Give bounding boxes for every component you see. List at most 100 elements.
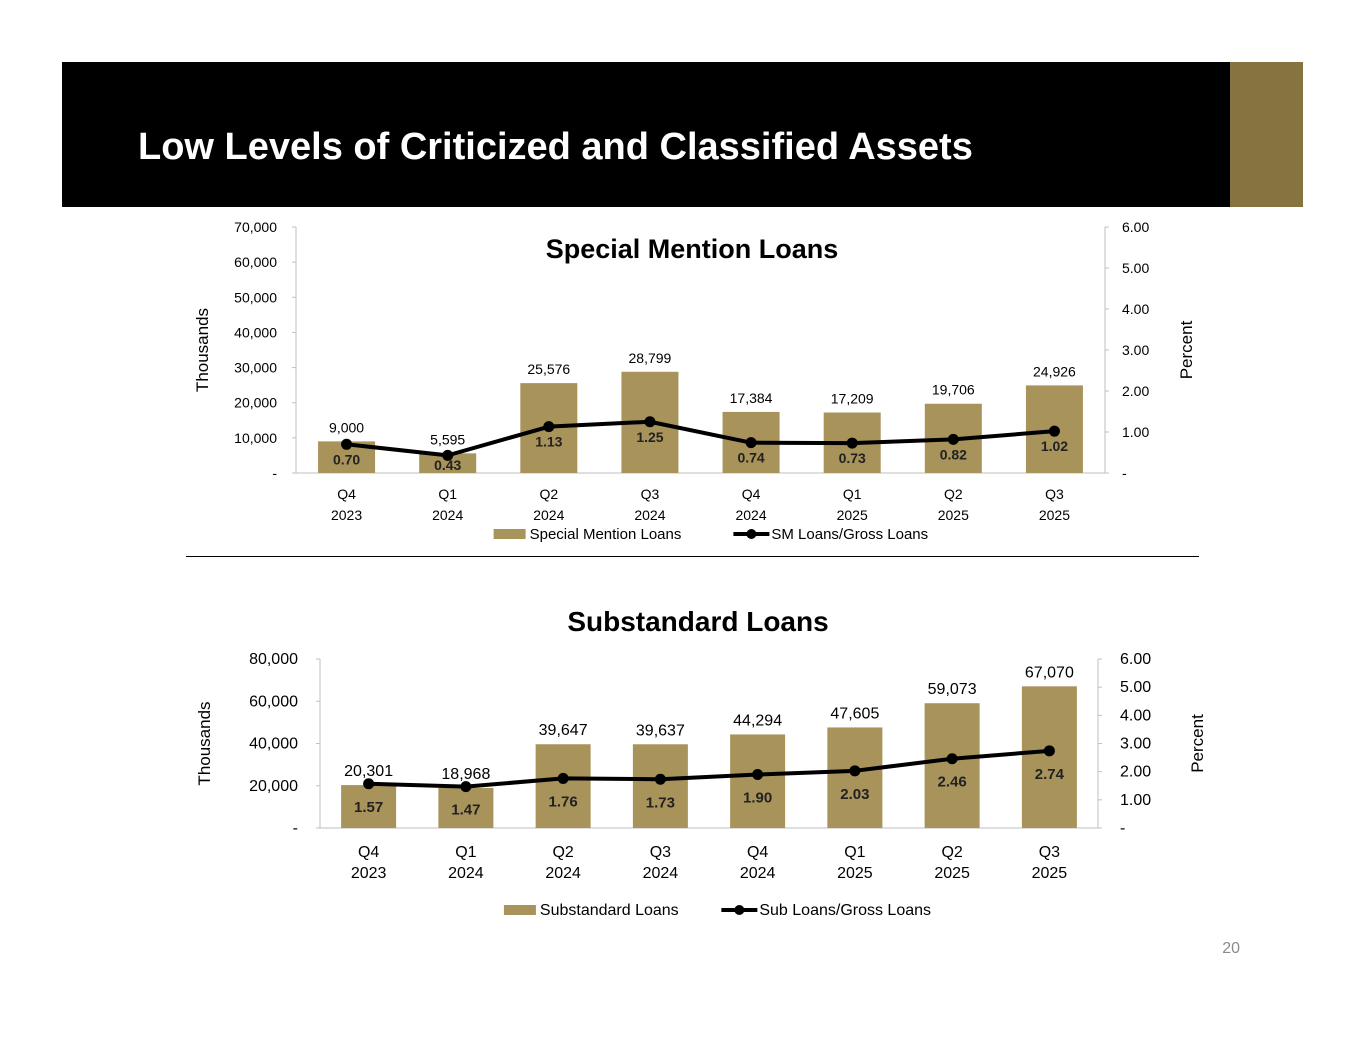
substandard-chart: Substandard Loans - 20,000 40,000 60,000 80,0… [195, 606, 1207, 919]
line-point [745, 437, 757, 449]
legend-bar-label: Substandard Loans [540, 902, 679, 919]
page-number: 20 [1222, 940, 1240, 957]
x-tick-label-quarter: Q2 [941, 844, 962, 861]
x-tick-label-quarter: Q4 [358, 844, 379, 861]
x-tick-label-year: 2024 [448, 865, 484, 882]
bar-value-label: 19,706 [932, 382, 975, 398]
line-point [846, 437, 858, 449]
y-left-tick-label: 40,000 [249, 736, 298, 753]
y-left-tick-label: 30,000 [234, 360, 277, 376]
x-tick-label-quarter: Q4 [742, 486, 761, 502]
y-right-tick-label: 2.00 [1120, 764, 1151, 781]
line-point [947, 433, 959, 445]
x-tick-label-quarter: Q2 [944, 486, 963, 502]
line-value-label: 1.02 [1041, 438, 1068, 454]
x-tick-label-quarter: Q3 [1039, 844, 1060, 861]
line-value-label: 1.76 [549, 793, 578, 810]
title-banner [62, 62, 1230, 207]
chart-divider [186, 556, 1199, 557]
bar-value-label: 39,637 [636, 722, 685, 739]
x-tick-label-year: 2024 [533, 507, 564, 523]
line-point [341, 438, 353, 450]
slide-title: Low Levels of Criticized and Classified … [138, 126, 973, 168]
line-value-label: 0.74 [737, 450, 764, 466]
x-tick-label-year: 2025 [837, 507, 868, 523]
bar-value-label: 24,926 [1033, 363, 1076, 379]
line-point [1048, 425, 1060, 437]
bar [535, 744, 591, 828]
line-value-label: 0.43 [434, 457, 461, 473]
line-value-label: 1.47 [451, 802, 480, 819]
x-tick-label-year: 2023 [331, 507, 362, 523]
y-right-tick-label: 4.00 [1120, 707, 1151, 724]
bar-value-label: 39,647 [539, 722, 588, 739]
x-tick-label-year: 2024 [643, 865, 679, 882]
line-point [363, 778, 375, 790]
x-tick-label-year: 2025 [1039, 507, 1070, 523]
bar [419, 453, 477, 473]
bar-value-label: 25,576 [527, 361, 570, 377]
y-left-tick-label: 20,000 [249, 778, 298, 795]
legend-bar-swatch [503, 905, 536, 915]
x-tick-label-quarter: Q1 [843, 486, 862, 502]
x-tick-label-year: 2025 [938, 507, 969, 523]
y-left-tick-label: - [272, 465, 277, 481]
line-value-label: 0.82 [940, 446, 967, 462]
line-value-label: 1.25 [636, 429, 663, 445]
x-tick-label-quarter: Q3 [1045, 486, 1064, 502]
y-left-tick-label: 20,000 [234, 395, 277, 411]
chart-title: Special Mention Loans [546, 234, 839, 264]
bar [632, 744, 688, 828]
line-value-label: 2.03 [840, 786, 869, 803]
y-right-tick-label: 5.00 [1122, 260, 1149, 276]
y-left-tick-label: 60,000 [234, 254, 277, 270]
y-right-tick-label: - [1122, 465, 1127, 481]
bar [1021, 686, 1077, 828]
line-value-label: 2.74 [1035, 766, 1065, 783]
bar [438, 787, 494, 828]
special-mention-chart: Special Mention Loans - 10,000 20,000 30,000… [193, 219, 1196, 543]
line-point [460, 781, 472, 793]
bar [827, 727, 883, 828]
y-right-tick-label: 1.00 [1122, 424, 1149, 440]
y-left-tick-label: 80,000 [249, 651, 298, 668]
x-tick-label-quarter: Q1 [844, 844, 865, 861]
line-point [654, 773, 666, 785]
x-tick-label-year: 2025 [1032, 865, 1068, 882]
line-value-label: 0.73 [839, 450, 866, 466]
ratio-line [346, 419, 1055, 458]
legend-line-label: SM Loans/Gross Loans [771, 526, 928, 543]
x-tick-label-quarter: Q3 [641, 486, 660, 502]
line-point [557, 772, 569, 784]
line-value-label: 1.13 [535, 434, 562, 450]
x-tick-label-quarter: Q4 [337, 486, 356, 502]
y-right-tick-label: 5.00 [1120, 679, 1151, 696]
line-point [849, 765, 861, 777]
y-right-tick-label: 6.00 [1122, 219, 1149, 235]
bar-value-label: 20,301 [344, 763, 393, 780]
line-point [752, 768, 764, 780]
x-tick-label-year: 2025 [837, 865, 873, 882]
y-left-axis-title: Thousands [195, 701, 214, 785]
line-value-label: 2.46 [938, 774, 967, 791]
accent-block [1230, 62, 1303, 207]
y-left-tick-label: 50,000 [234, 289, 277, 305]
bar-value-label: 28,799 [629, 350, 672, 366]
bar-value-label: 5,595 [430, 431, 465, 447]
y-right-tick-label: - [1120, 820, 1125, 837]
y-right-axis-title: Percent [1177, 320, 1196, 379]
y-right-tick-label: 3.00 [1120, 736, 1151, 753]
y-right-tick-label: 3.00 [1122, 342, 1149, 358]
y-left-tick-label: 40,000 [234, 324, 277, 340]
legend-line-marker [734, 905, 745, 915]
x-tick-label-quarter: Q1 [438, 486, 457, 502]
legend-line-label: Sub Loans/Gross Loans [759, 902, 931, 919]
y-right-tick-label: 2.00 [1122, 383, 1149, 399]
bar-value-label: 59,073 [928, 681, 977, 698]
x-tick-label-year: 2025 [934, 865, 970, 882]
line-point [644, 416, 656, 428]
bar-value-label: 44,294 [733, 712, 782, 729]
chart-title: Substandard Loans [567, 606, 828, 637]
x-tick-label-year: 2024 [740, 865, 776, 882]
line-point [1043, 745, 1055, 757]
